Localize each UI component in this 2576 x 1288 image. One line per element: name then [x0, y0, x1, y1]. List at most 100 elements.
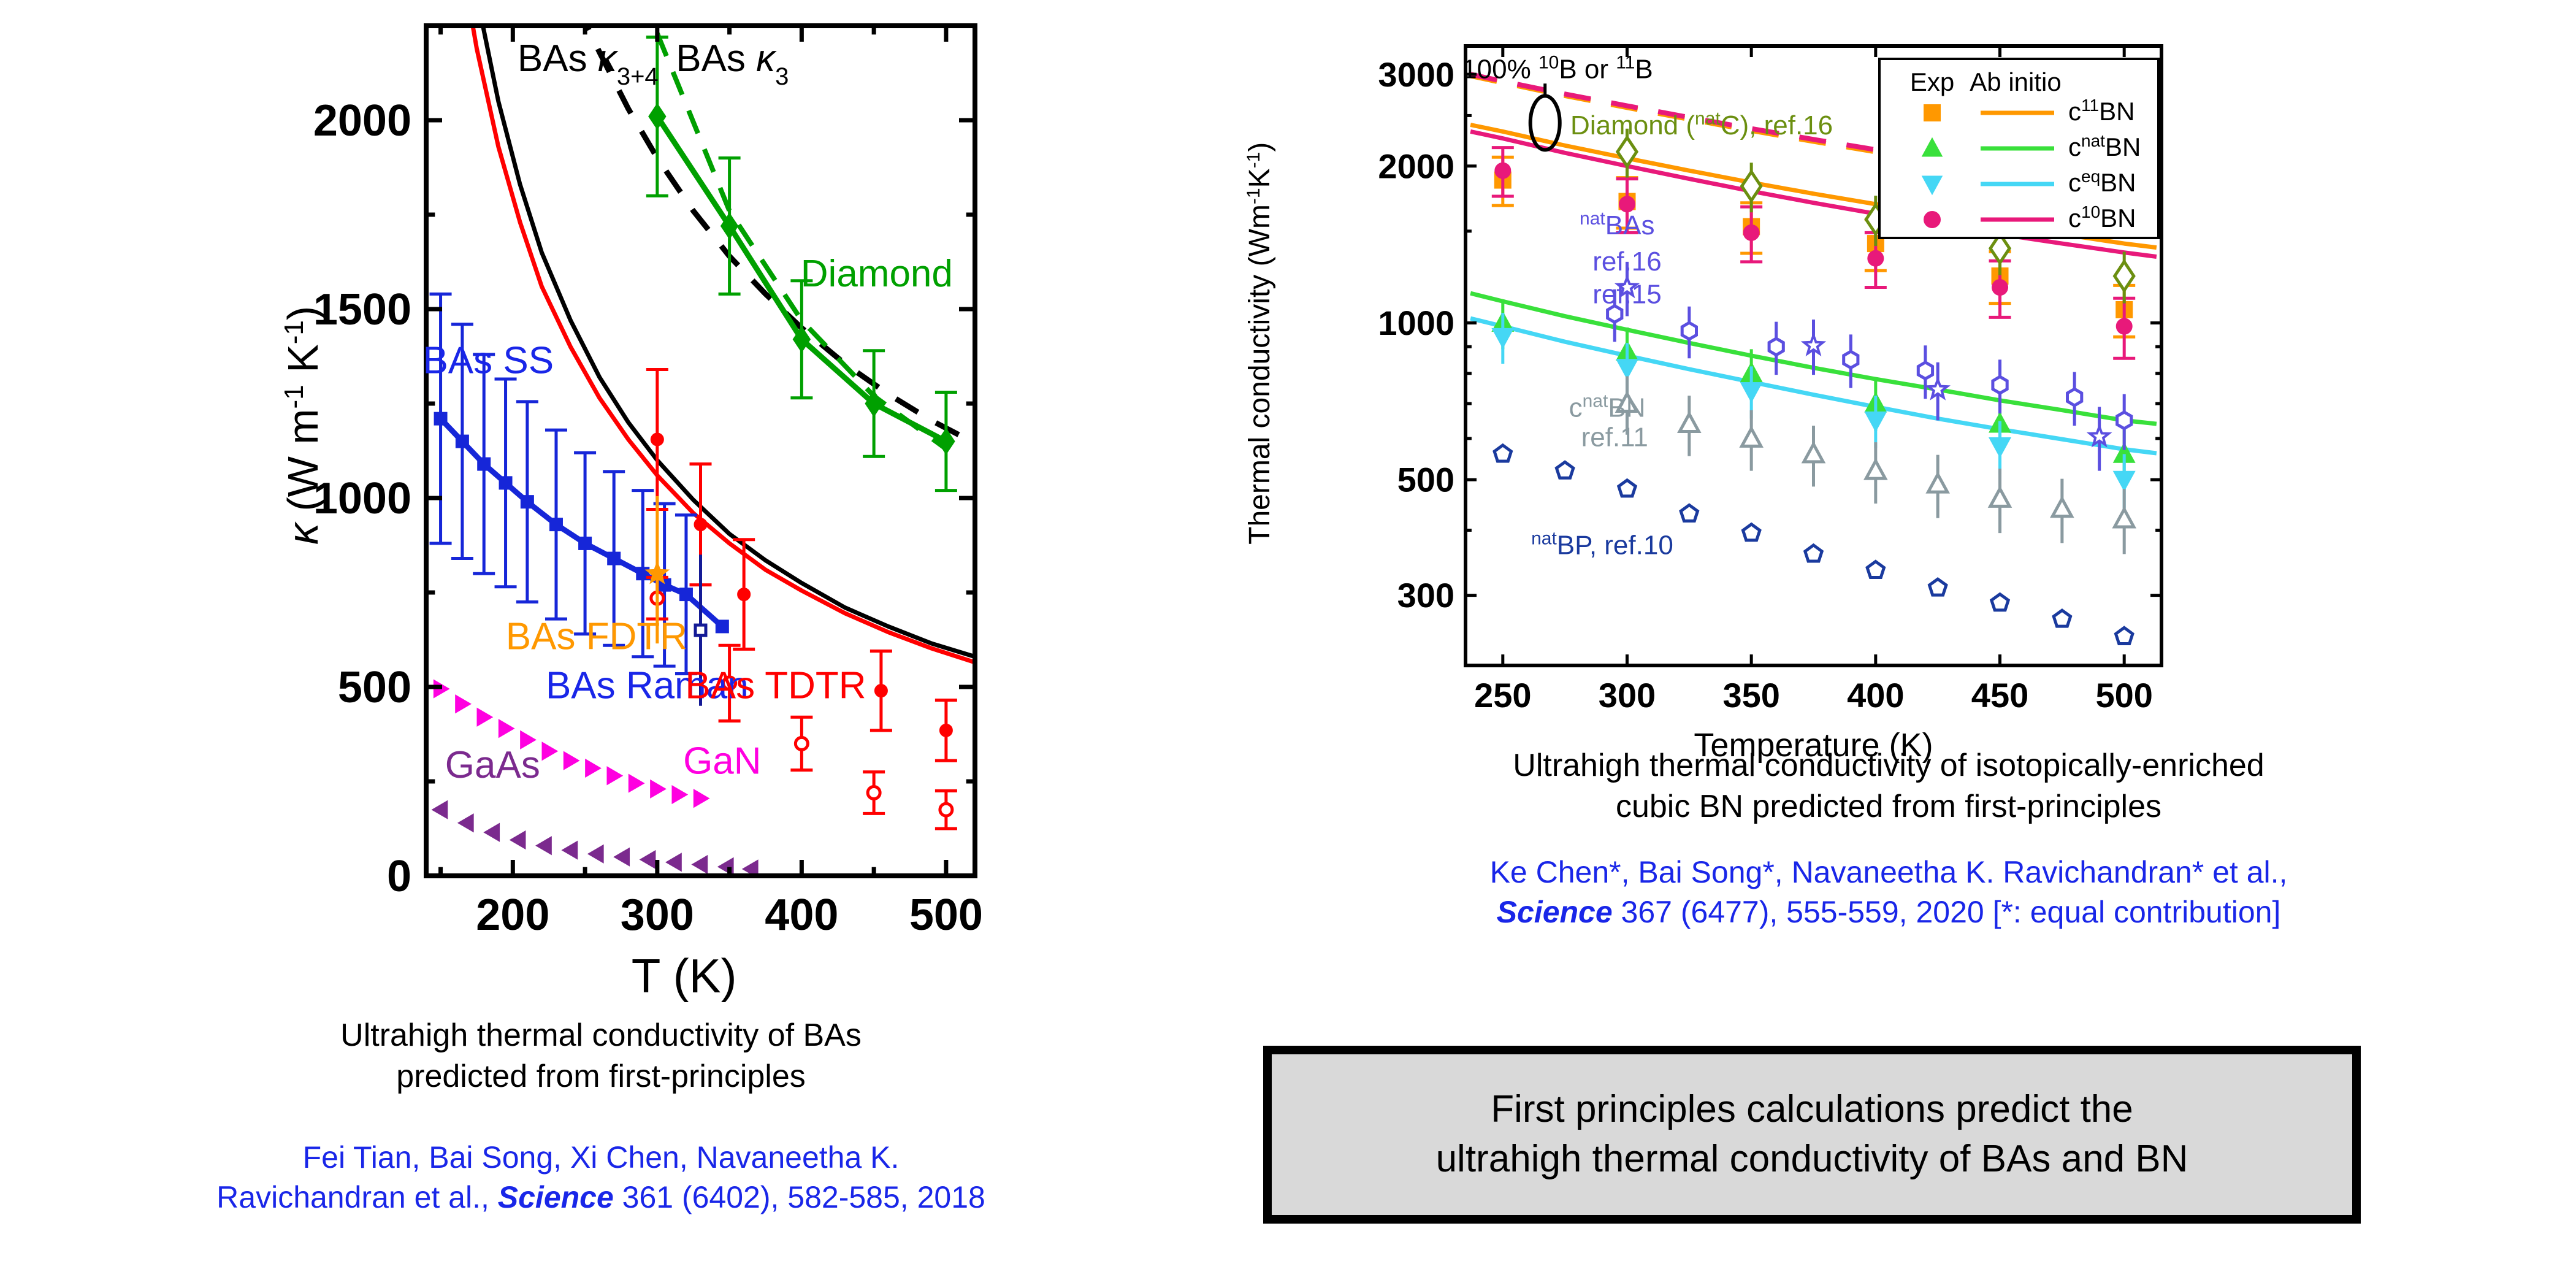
data-point [2115, 318, 2133, 335]
x-tick-label: 350 [1722, 676, 1779, 715]
data-point [1677, 410, 1702, 434]
data-point [1865, 559, 1886, 579]
data-point [650, 432, 664, 447]
data-point [1615, 134, 1639, 169]
data-point [1925, 376, 1951, 401]
data-point [2114, 626, 2135, 645]
right-citation-journal: Science [1496, 895, 1613, 929]
bas-thermal-conductivity-chart: 200 300 400 500 0 500 1000 1500 2000 κ (W m-1 K-1… [279, 23, 983, 1003]
data-point [455, 434, 469, 448]
legend-marker-1 [1921, 137, 1943, 157]
series-9 [694, 554, 708, 706]
annotations: BAs κ3+4 BAs κ3 Diamond BAs SS BAs FDTR BAs R… [422, 37, 952, 786]
data-point [457, 813, 474, 833]
data-point [2112, 470, 2136, 492]
data-point [648, 102, 667, 130]
data-point [1743, 224, 1760, 241]
y-tick-label: 2000 [1378, 147, 1454, 185]
cnatbn-ref11-label: cnatBN [1569, 391, 1646, 423]
data-point [1491, 328, 1515, 349]
y-tick-label: 2000 [313, 96, 411, 145]
series-5 [655, 32, 948, 451]
isotope-callout [1528, 83, 1562, 152]
data-point [2052, 608, 2073, 628]
x-tick-label: 300 [1599, 676, 1656, 715]
plot-frame [1464, 44, 2163, 667]
y-tick-label: 1000 [1378, 304, 1454, 342]
x-tick-label: 300 [621, 891, 694, 940]
left-caption-line2: predicted from first-principles [396, 1058, 806, 1094]
series-1 [1470, 129, 2157, 259]
series-11 [1614, 261, 2112, 471]
series-10 [1615, 128, 2136, 304]
legend-marker-3 [1924, 211, 1941, 228]
data-point [1740, 382, 1763, 403]
natbas-ref16-label: ref.16 [1592, 247, 1662, 277]
data-point [483, 822, 500, 842]
y-tick-label: 3000 [1378, 55, 1454, 94]
cnatbn-ref11-num: ref.11 [1581, 422, 1648, 452]
legend-label-2: ceqBN [2068, 167, 2136, 197]
left-figure-panel: 200 300 400 500 0 500 1000 1500 2000 κ (W m-1 K-1… [0, 0, 1202, 1288]
data-point [679, 588, 693, 602]
takeaway-box: First principles calculations predict th… [1263, 1046, 2361, 1224]
bas-tdtr-label: BAs TDTR [685, 664, 866, 707]
data-point [722, 675, 738, 691]
diamond-label: Diamond [801, 253, 953, 295]
data-point [715, 619, 729, 634]
natbas-ref15-label: ref.15 [1592, 280, 1662, 310]
data-point [1554, 460, 1575, 480]
y-tick-label: 1500 [313, 285, 411, 334]
cbn-thermal-conductivity-chart: 250 300 350 400 450 500 300 500 1000 2000 3000 Ther… [1244, 44, 2163, 764]
data-point [520, 730, 537, 749]
data-point [585, 758, 602, 778]
legend-marker-2 [1921, 175, 1943, 196]
left-citation-suffix: 361 (6402), 582-585, 2018 [613, 1180, 985, 1214]
data-point [874, 684, 888, 698]
data-point [1680, 321, 1698, 341]
left-citation-line2: Ravichandran et al., Science 361 (6402),… [74, 1178, 1128, 1217]
data-point [1803, 543, 1824, 563]
data-point [694, 518, 708, 532]
legend-label-0: c11BN [2068, 96, 2135, 126]
y-axis-title: κ (W m-1 K-1) [279, 306, 327, 545]
series-2 [470, 26, 975, 665]
data-point [1988, 231, 2012, 266]
data-point [607, 551, 621, 565]
takeaway-line2: ultrahigh thermal conductivity of BAs an… [1435, 1138, 2188, 1180]
annotations: 100% 10B or 11B Diamond (natC), ref.16 nat… [1466, 52, 1833, 560]
data-point [1679, 503, 1700, 523]
data-point [2086, 423, 2112, 448]
x-tick-label: 450 [1971, 676, 2028, 715]
x-tick-label: 500 [909, 891, 983, 940]
data-point [587, 844, 604, 864]
data-point [644, 560, 670, 585]
data-point [1989, 592, 2011, 612]
series-13 [1615, 376, 2137, 554]
data-point [938, 802, 954, 818]
data-point [636, 567, 650, 581]
series-11 [431, 800, 759, 876]
left-citation-prefix: Ravichandran et al., [216, 1180, 498, 1214]
svg-text:κ (W m-1 K-1): κ (W m-1 K-1) [279, 306, 327, 545]
svg-text:Thermal conductivity (Wm-1K-1): Thermal conductivity (Wm-1K-1) [1244, 142, 1277, 545]
data-point [2066, 387, 2084, 407]
data-point [563, 751, 580, 770]
data-point [650, 779, 667, 799]
left-caption-line1: Ultrahigh thermal conductivity of BAs [340, 1018, 862, 1053]
series-1 [584, 26, 975, 446]
x-axis-title: T (K) [632, 949, 737, 1003]
data-point [1492, 443, 1513, 463]
takeaway-text: First principles calculations predict th… [1436, 1085, 2188, 1184]
data-point [1494, 162, 1512, 179]
data-point [1614, 274, 1640, 299]
data-point [477, 457, 491, 471]
right-caption-line2: cubic BN predicted from first-principles [1615, 788, 2162, 824]
legend-label-3: c10BN [2068, 202, 2136, 233]
data-point [671, 784, 689, 805]
data-point [1927, 577, 1948, 597]
data-point [578, 536, 592, 550]
data-point [434, 412, 448, 426]
data-point [1800, 332, 1827, 356]
data-point [665, 853, 682, 872]
